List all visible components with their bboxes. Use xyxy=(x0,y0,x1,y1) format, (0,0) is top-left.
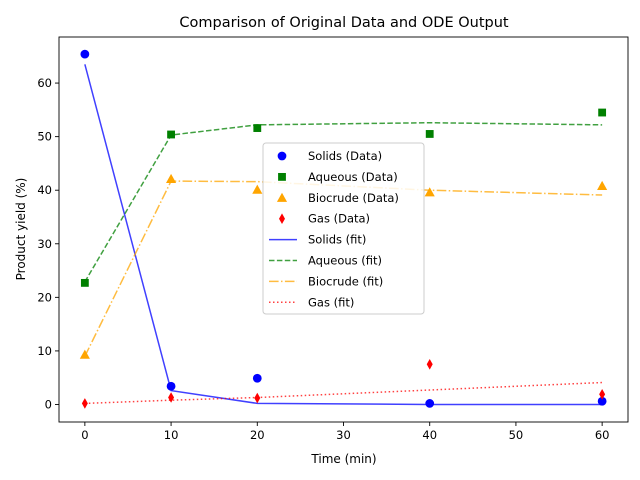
legend-label-biocrude-data: Biocrude (Data) xyxy=(308,191,399,205)
x-tick-label: 10 xyxy=(164,428,179,442)
chart-title: Comparison of Original Data and ODE Outp… xyxy=(179,15,509,31)
fit-line-gas-fit xyxy=(84,381,603,405)
x-tick-label: 0 xyxy=(81,428,88,442)
y-tick-label: 20 xyxy=(37,290,52,304)
data-point-aqueous-data xyxy=(167,130,175,139)
data-point-biocrude-data xyxy=(424,187,435,197)
data-point-solids-data xyxy=(425,399,435,408)
fit-line-biocrude-fit xyxy=(84,180,603,357)
x-tick-label: 20 xyxy=(250,428,265,442)
legend-label-solids-data: Solids (Data) xyxy=(308,149,382,163)
data-point-aqueous-data xyxy=(80,278,89,287)
x-axis-label: Time (min) xyxy=(310,452,376,466)
data-point-aqueous-data xyxy=(425,130,434,138)
data-point-gas-data xyxy=(81,398,88,409)
data-point-biocrude-data xyxy=(252,184,263,194)
data-point-solids-data xyxy=(252,373,262,383)
plot-area xyxy=(79,49,608,409)
y-tick-label: 30 xyxy=(37,237,52,251)
y-tick-label: 10 xyxy=(37,344,52,358)
legend-marker-gas-data xyxy=(279,213,285,224)
legend-label-aqueous-fit: Aqueous (fit) xyxy=(308,254,382,268)
legend-marker-aqueous-data xyxy=(278,172,286,181)
legend: Solids (Data) Aqueous (Data) Biocrude (Dat… xyxy=(262,142,425,315)
data-point-solids-data xyxy=(80,49,90,59)
data-point-aqueous-data xyxy=(598,108,607,117)
fit-line-solids-fit xyxy=(84,64,603,406)
legend-label-biocrude-fit: Biocrude (fit) xyxy=(308,274,383,288)
data-point-gas-data xyxy=(599,389,606,400)
data-point-biocrude-data xyxy=(597,180,608,190)
y-tick-label: 50 xyxy=(37,130,52,144)
y-tick-label: 0 xyxy=(45,397,52,411)
legend-label-solids-fit: Solids (fit) xyxy=(308,233,366,247)
data-point-solids-data xyxy=(597,396,607,406)
y-axis-label: Product yield (%) xyxy=(14,178,28,281)
legend-label-aqueous-data: Aqueous (Data) xyxy=(308,170,398,184)
data-point-biocrude-data xyxy=(166,173,177,184)
y-tick-label: 60 xyxy=(37,76,52,90)
data-point-gas-data xyxy=(254,392,261,404)
x-tick-label: 40 xyxy=(422,428,437,442)
data-point-gas-data xyxy=(426,359,433,370)
axes: 0 10 20 30 40 50 60 0 10 20 30 40 50 60 xyxy=(37,36,629,442)
legend-label-gas-data: Gas (Data) xyxy=(308,212,370,226)
data-point-aqueous-data xyxy=(253,124,262,132)
legend-label-gas-fit: Gas (fit) xyxy=(308,295,354,309)
data-point-gas-data xyxy=(168,392,175,403)
legend-marker-biocrude-data xyxy=(276,192,288,202)
y-tick-label: 40 xyxy=(37,183,52,197)
x-tick-label: 50 xyxy=(509,428,524,442)
data-point-solids-data xyxy=(166,381,176,391)
x-tick-label: 60 xyxy=(595,428,610,442)
legend-marker-solids-data xyxy=(277,151,287,161)
x-tick-label: 30 xyxy=(336,428,351,442)
legend-box xyxy=(262,142,425,315)
data-point-biocrude-data xyxy=(79,349,90,359)
